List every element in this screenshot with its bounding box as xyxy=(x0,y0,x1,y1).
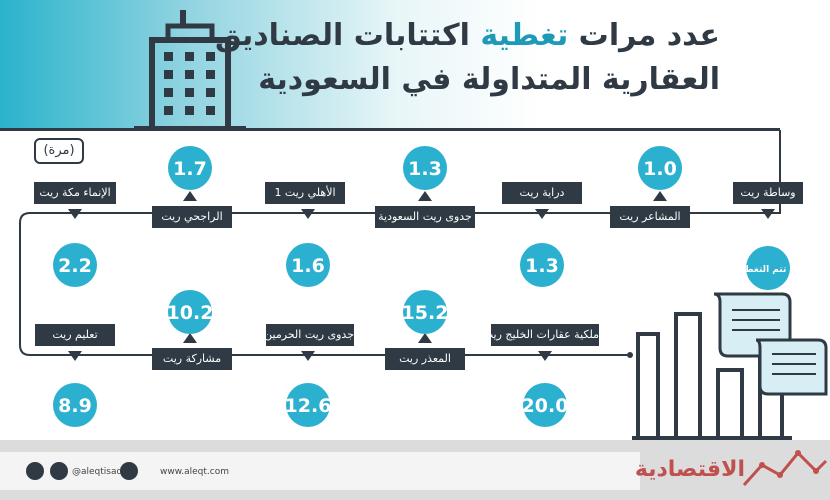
value-circle xyxy=(168,290,212,334)
category-label: المعذر ريت xyxy=(385,348,465,370)
value-circle xyxy=(53,243,97,287)
value-circle xyxy=(53,383,97,427)
pointer-triangle xyxy=(418,191,432,201)
category-label: الأهلي ريت 1 xyxy=(265,182,345,204)
value-label: 20.0 xyxy=(522,395,569,417)
pointer-triangle xyxy=(538,351,552,361)
value-circle xyxy=(523,383,567,427)
category-label: دراية ريت xyxy=(502,182,582,204)
category-label: تعليم ريت xyxy=(35,324,115,346)
pointer-triangle xyxy=(68,209,82,219)
category-label: وساطة ريت xyxy=(733,182,803,204)
header-divider xyxy=(0,128,780,131)
pointer-triangle xyxy=(418,333,432,343)
pointer-triangle xyxy=(653,191,667,201)
pointer-triangle xyxy=(183,333,197,343)
value-circle xyxy=(403,146,447,190)
category-label: جدوى ريت الحرمين xyxy=(264,324,354,346)
value-circle xyxy=(168,146,212,190)
chart-title-line1: عدد مرات تغطية اكتتابات الصناديق xyxy=(214,18,720,53)
header-banner xyxy=(0,0,830,130)
bar-graph-illustration xyxy=(632,292,828,440)
twitter-icon[interactable] xyxy=(26,462,44,480)
publisher-logo: الاقتصادية xyxy=(634,457,745,482)
pointer-triangle xyxy=(535,209,549,219)
value-circle xyxy=(286,383,330,427)
value-label: 12.6 xyxy=(285,395,332,417)
pointer-triangle xyxy=(68,351,82,361)
value-circle xyxy=(403,290,447,334)
value-label: 1.3 xyxy=(408,158,442,180)
value-label: 2.2 xyxy=(58,255,92,277)
pointer-triangle xyxy=(183,191,197,201)
category-label: الإنماء مكة ريت xyxy=(34,182,116,204)
pointer-triangle xyxy=(301,209,315,219)
footer-handle[interactable]: @aleqtisadiah xyxy=(72,467,136,477)
category-label: مشاركة ريت xyxy=(152,348,232,370)
category-label: جدوى ريت السعودية xyxy=(375,206,475,228)
value-label: 1.0 xyxy=(643,158,677,180)
value-label: 10.2 xyxy=(167,302,214,324)
value-label: 1.6 xyxy=(291,255,325,277)
snapchat-icon[interactable] xyxy=(120,462,138,480)
pointer-triangle xyxy=(761,209,775,219)
category-label: الراجحي ريت xyxy=(152,206,232,228)
value-label: لم تتم التغطية xyxy=(736,265,800,275)
instagram-icon[interactable] xyxy=(50,462,68,480)
footer-strip xyxy=(0,452,640,490)
footer-website[interactable]: www.aleqt.com xyxy=(160,467,229,477)
value-circle xyxy=(520,243,564,287)
unit-label: (مرة) xyxy=(34,138,84,164)
chart-title-line2: العقارية المتداولة في السعودية xyxy=(258,62,720,97)
category-label: ملكية عقارات الخليج ريت xyxy=(483,324,599,346)
value-label: 1.7 xyxy=(173,158,207,180)
category-label: المشاعر ريت xyxy=(610,206,690,228)
trend-line-icon xyxy=(742,450,828,487)
value-circle xyxy=(746,246,790,290)
value-circle xyxy=(638,146,682,190)
pointer-triangle xyxy=(301,351,315,361)
value-circle xyxy=(286,243,330,287)
value-label: 1.3 xyxy=(525,255,559,277)
value-label: 15.2 xyxy=(402,302,449,324)
value-label: 8.9 xyxy=(58,395,92,417)
